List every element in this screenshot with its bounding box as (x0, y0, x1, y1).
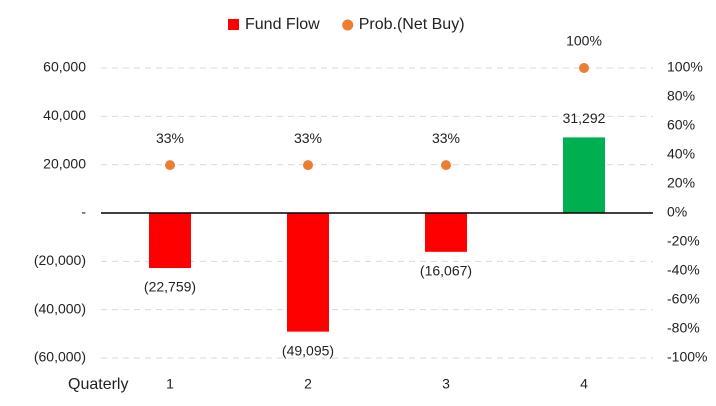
y-tick-label: (20,000) (34, 252, 86, 268)
y2-tick-label: 100% (667, 59, 703, 75)
y-tick-label: 20,000 (43, 155, 86, 171)
y2-tick-label: -60% (667, 291, 700, 307)
y-tick-label: 40,000 (43, 107, 86, 123)
y2-tick-label: 40% (667, 146, 695, 162)
y2-tick-label: -40% (667, 262, 700, 278)
y2-tick-label: -20% (667, 233, 700, 249)
x-tick-label: 4 (580, 376, 588, 392)
x-axis-label: Quaterly (68, 376, 128, 393)
legend-label: Prob.(Net Buy) (359, 16, 465, 33)
y-tick-label: - (81, 204, 86, 220)
point (165, 160, 175, 171)
data-label: (22,759) (144, 279, 196, 295)
bar (425, 213, 467, 252)
bar (149, 213, 191, 269)
y2-tick-label: -100% (667, 349, 707, 365)
bar (563, 137, 605, 213)
x-tick-label: 1 (166, 376, 174, 392)
y2-tick-label: -80% (667, 320, 700, 336)
x-tick-label: 2 (304, 376, 312, 392)
point (579, 63, 589, 73)
y2-tick-label: 80% (667, 88, 695, 104)
data-label: (49,095) (282, 342, 334, 358)
data-label: 33% (156, 130, 184, 146)
data-label: 100% (566, 33, 602, 49)
data-label: 33% (294, 130, 322, 146)
point (441, 160, 451, 171)
data-label: 31,292 (563, 110, 606, 126)
y-tick-label: (40,000) (34, 300, 86, 316)
data-label: (16,067) (420, 263, 472, 279)
legend-swatch (342, 19, 354, 31)
x-tick-label: 3 (442, 376, 450, 392)
y2-tick-label: 60% (667, 117, 695, 133)
legend-label: Fund Flow (245, 16, 320, 33)
point (303, 160, 313, 171)
y2-tick-label: 0% (667, 204, 687, 220)
data-label: 33% (432, 130, 460, 146)
legend-swatch (228, 19, 239, 30)
bar (287, 213, 329, 332)
y-tick-label: (60,000) (34, 349, 86, 365)
y2-tick-label: 20% (667, 175, 695, 191)
y-tick-label: 60,000 (43, 59, 86, 75)
